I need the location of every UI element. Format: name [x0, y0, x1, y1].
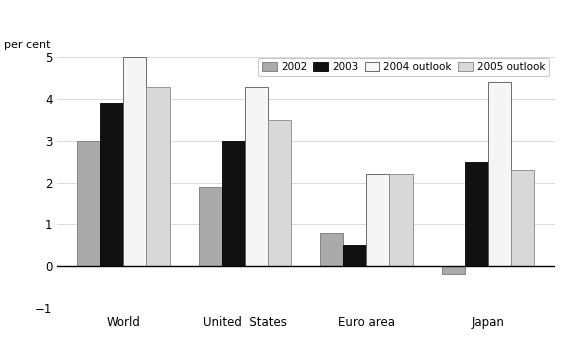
Bar [465, 162, 488, 266]
Bar [77, 141, 100, 266]
Bar [245, 87, 268, 266]
Bar [147, 87, 170, 266]
Bar [488, 82, 511, 266]
Bar [320, 233, 344, 266]
Legend: 2002, 2003, 2004 outlook, 2005 outlook: 2002, 2003, 2004 outlook, 2005 outlook [258, 58, 550, 76]
Bar [199, 187, 222, 266]
Bar [389, 174, 413, 266]
Bar [511, 170, 534, 266]
Bar [441, 266, 465, 274]
Bar [344, 245, 366, 266]
Bar [268, 120, 291, 266]
Text: World Real GDP Growth: World Real GDP Growth [14, 20, 217, 34]
Bar [366, 174, 389, 266]
Text: per cent: per cent [5, 40, 51, 50]
Bar [123, 57, 147, 266]
Bar [222, 141, 245, 266]
Bar [100, 103, 123, 266]
